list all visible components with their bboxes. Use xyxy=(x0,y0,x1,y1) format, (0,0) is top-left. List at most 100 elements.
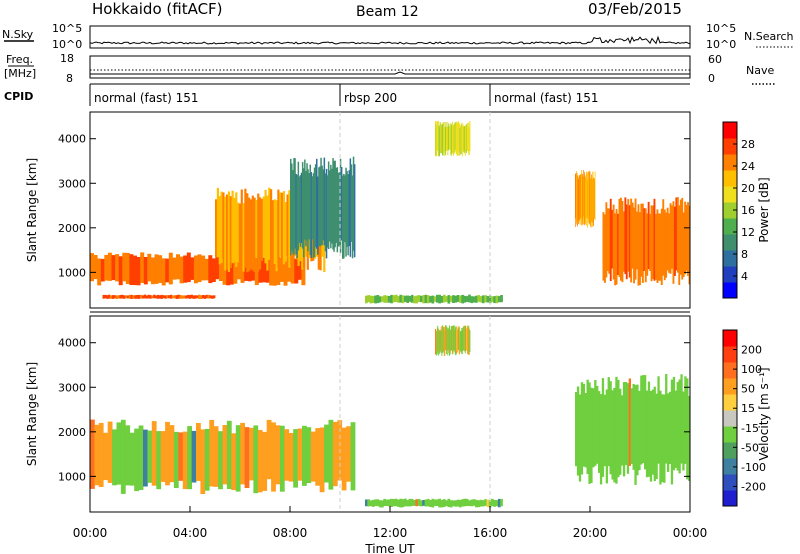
data-cell xyxy=(313,167,316,257)
data-cell xyxy=(685,204,688,271)
data-cell xyxy=(168,295,171,299)
data-cell xyxy=(413,500,416,506)
colorbar-cell xyxy=(723,490,737,507)
data-cell xyxy=(266,419,272,480)
data-cell xyxy=(209,420,215,487)
data-cell xyxy=(442,325,443,353)
data-cell xyxy=(301,162,304,249)
data-cell xyxy=(452,125,454,155)
data-cell xyxy=(578,394,582,482)
data-cell xyxy=(311,176,314,240)
data-cell xyxy=(237,202,240,263)
data-cell xyxy=(155,295,158,299)
data-cell xyxy=(678,379,681,474)
data-cell xyxy=(456,295,460,302)
data-cell xyxy=(279,425,285,492)
colorbar-cell xyxy=(723,250,737,267)
data-cell xyxy=(229,252,234,285)
data-cell xyxy=(181,295,184,299)
data-cell xyxy=(484,499,487,506)
data-cell xyxy=(342,175,344,259)
colorbar-tick-label: 50 xyxy=(741,383,755,396)
colorbar-tick-label: -200 xyxy=(741,480,766,493)
data-cell xyxy=(296,174,298,259)
data-cell xyxy=(413,296,416,304)
y-tick-label: 1000 xyxy=(58,266,86,279)
data-cell xyxy=(322,169,324,241)
data-cell xyxy=(207,294,210,299)
data-cell xyxy=(193,255,198,284)
data-cell xyxy=(479,296,483,303)
data-cell xyxy=(293,158,295,256)
data-cell xyxy=(614,213,617,286)
data-cell xyxy=(218,431,223,490)
noise-tick-low: 10^0 xyxy=(52,38,82,51)
colorbar-cell xyxy=(723,266,737,283)
data-cell xyxy=(381,296,384,302)
data-cell xyxy=(216,187,219,258)
data-cell xyxy=(433,296,437,302)
data-cell xyxy=(465,125,467,153)
data-cell xyxy=(90,253,94,282)
power-colorbar: 28 24 20 16 12 8 4 xyxy=(722,121,755,299)
data-cell xyxy=(295,174,297,255)
data-cell xyxy=(618,198,621,277)
data-cell xyxy=(307,169,309,252)
data-cell xyxy=(445,325,447,350)
data-cell xyxy=(438,125,440,157)
data-cell xyxy=(160,294,163,299)
data-cell xyxy=(376,499,380,507)
nsearch-label: N.Search xyxy=(744,30,794,43)
data-cell xyxy=(147,294,150,299)
data-cell xyxy=(339,158,342,254)
data-cell xyxy=(460,125,462,151)
data-cell xyxy=(376,295,380,304)
data-cell xyxy=(227,191,230,272)
data-cell xyxy=(392,295,396,303)
data-cell xyxy=(298,176,301,243)
colorbar-cell xyxy=(723,394,737,411)
data-cell xyxy=(111,255,116,281)
colorbar-cell xyxy=(723,378,737,395)
data-cell xyxy=(143,429,148,487)
data-cell xyxy=(680,374,683,464)
data-cell xyxy=(447,498,451,508)
data-cell xyxy=(424,294,428,304)
data-cell xyxy=(305,171,307,247)
data-cell xyxy=(304,159,306,240)
data-cell xyxy=(638,390,641,471)
data-cell xyxy=(169,425,175,483)
data-cell xyxy=(255,200,258,259)
freq-panel xyxy=(89,55,691,79)
data-cell xyxy=(621,200,624,283)
data-cell xyxy=(201,295,205,299)
data-cell xyxy=(444,126,446,157)
data-cell xyxy=(477,500,480,508)
data-cell xyxy=(187,426,192,490)
data-cell xyxy=(659,213,662,281)
data-cell xyxy=(300,172,303,243)
data-cell xyxy=(436,294,439,303)
data-cell xyxy=(463,326,464,351)
data-cell xyxy=(220,191,223,264)
data-cell xyxy=(381,500,384,508)
data-cell xyxy=(439,122,441,154)
data-cell xyxy=(343,173,345,259)
data-cell xyxy=(586,379,589,474)
power-axes: 1000 2000 3000 4000 xyxy=(58,112,690,308)
data-cell xyxy=(625,204,628,280)
data-cell xyxy=(179,295,182,299)
data-cell xyxy=(467,327,469,355)
data-cell xyxy=(447,329,449,353)
data-cell xyxy=(657,376,660,464)
data-cell xyxy=(309,164,311,256)
y-tick-label: 4000 xyxy=(58,133,86,146)
data-cell xyxy=(264,189,267,264)
data-cell xyxy=(462,327,464,351)
data-cell xyxy=(641,203,644,283)
data-cell xyxy=(341,427,347,491)
data-cell xyxy=(125,425,131,486)
data-cell xyxy=(330,164,332,249)
data-cell xyxy=(472,296,476,303)
data-cell xyxy=(647,201,650,270)
